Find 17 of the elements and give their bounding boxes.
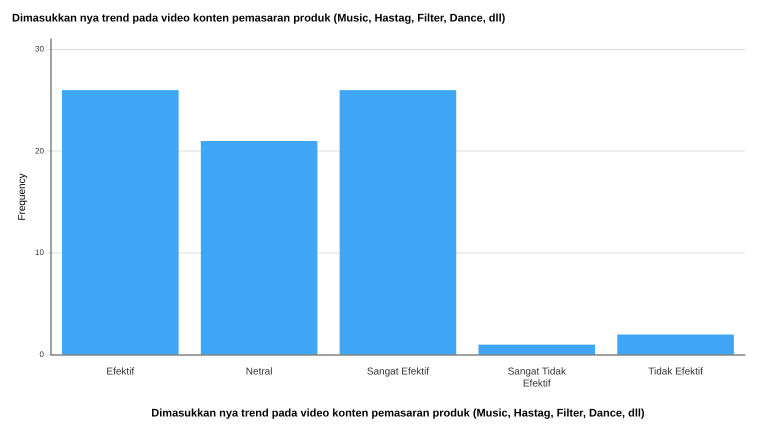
bar (200, 141, 318, 354)
x-axis-title: Dimasukkan nya trend pada video konten pemasaran produk (Music, Hastag, Filter, Dance, dll) (151, 407, 645, 420)
x-tick-label: Sangat Efektif (366, 366, 430, 378)
y-tick-label: 30 (34, 44, 44, 54)
y-tick-label: 10 (34, 248, 44, 258)
x-tick-label: Netral (246, 366, 272, 378)
y-axis-title: Frequency (16, 173, 28, 221)
bar (340, 90, 456, 354)
x-tick-label: Sangat Tidak Efektif (508, 366, 567, 390)
y-tick-label: 0 (39, 350, 44, 360)
chart-title: Dimasukkan nya trend pada video konten pemasaran produk (Music, Hastag, Filter, Dance, dll) (12, 12, 506, 25)
y-tick-label: 20 (34, 146, 44, 156)
bar (617, 334, 734, 354)
bar (62, 90, 179, 354)
bar (478, 344, 596, 354)
x-tick-label: Tidak Efektif (648, 366, 704, 378)
x-tick-label: Efektif (106, 366, 134, 378)
